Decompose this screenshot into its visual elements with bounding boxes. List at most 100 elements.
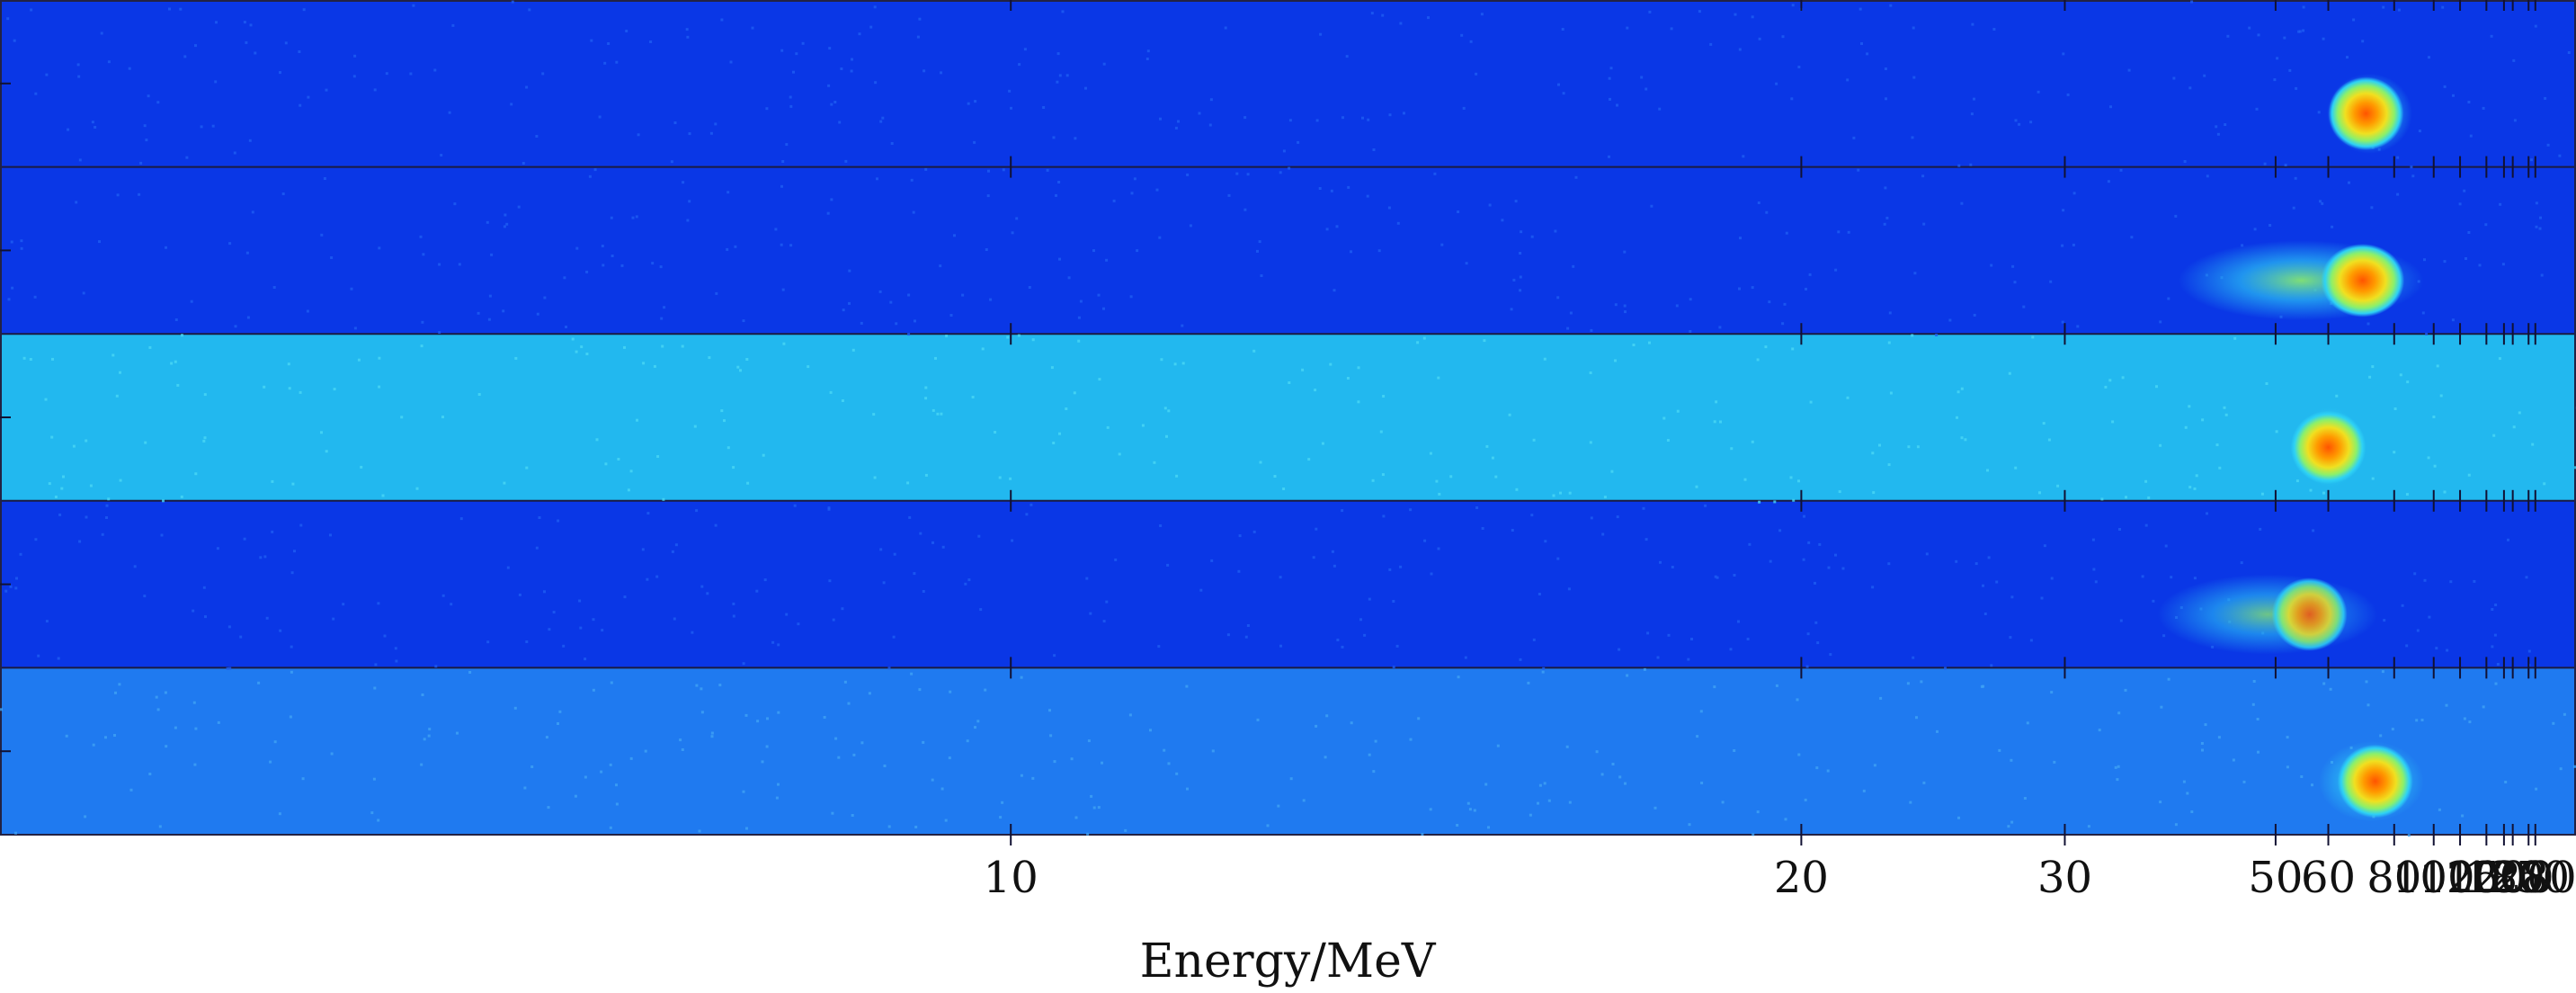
noise-dot <box>477 311 480 315</box>
noise-dot <box>585 270 589 273</box>
noise-dot <box>872 413 876 416</box>
noise-dot <box>438 331 441 335</box>
noise-dot <box>708 356 711 360</box>
noise-dot <box>525 85 529 89</box>
noise-dot <box>1590 328 1593 332</box>
noise-dot <box>1357 366 1360 370</box>
noise-dot <box>1416 341 1420 344</box>
noise-dot <box>1642 506 1645 510</box>
noise-dot <box>1090 794 1093 798</box>
noise-dot <box>2263 162 2267 166</box>
noise-dot <box>601 245 604 247</box>
noise-dot <box>20 239 23 243</box>
noise-dot <box>158 825 162 828</box>
noise-dot <box>1733 749 1736 752</box>
noise-dot <box>2206 512 2208 515</box>
noise-dot <box>2167 677 2170 681</box>
noise-dot <box>1070 757 1074 761</box>
noise-dot <box>1288 119 1292 122</box>
noise-dot <box>143 595 147 598</box>
noise-dot <box>2107 180 2110 183</box>
noise-dot <box>143 124 147 128</box>
noise-dot <box>2559 767 2563 771</box>
noise-dot <box>1031 338 1035 342</box>
noise-dot <box>113 734 116 737</box>
noise-dot <box>1173 362 1177 366</box>
noise-dot <box>1809 400 1813 404</box>
noise-dot <box>420 763 423 766</box>
noise-dot <box>441 416 444 419</box>
noise-dot <box>1159 524 1163 527</box>
noise-dot <box>1783 302 1787 306</box>
noise-dot <box>1388 113 1392 117</box>
noise-dot <box>2072 243 2075 246</box>
noise-dot <box>57 657 60 660</box>
noise-dot <box>623 345 626 349</box>
noise-dot <box>1601 532 1605 536</box>
noise-dot <box>1324 756 1327 759</box>
noise-dot <box>2029 639 2033 642</box>
noise-dot <box>325 88 328 92</box>
noise-dot <box>227 625 231 629</box>
noise-dot <box>1077 339 1081 343</box>
noise-dot <box>298 50 301 53</box>
noise-dot <box>155 695 158 699</box>
noise-dot <box>2009 636 2012 640</box>
noise-dot <box>2370 206 2374 210</box>
noise-dot <box>1974 562 1978 566</box>
noise-dot <box>1676 409 1680 413</box>
noise-dot <box>906 481 910 485</box>
noise-dot <box>2184 425 2188 429</box>
noise-dot <box>1209 98 1213 102</box>
noise-dot <box>1658 107 1662 111</box>
noise-dot <box>1944 666 1947 670</box>
noise-dot <box>370 811 374 815</box>
noise-dot <box>1960 436 1964 440</box>
noise-dot <box>1656 656 1660 659</box>
noise-dot <box>78 540 82 543</box>
noise-dot <box>306 309 309 313</box>
noise-dot <box>1031 776 1035 780</box>
noise-dot <box>419 235 423 238</box>
noise-dot <box>598 115 602 119</box>
noise-dot <box>1350 721 1353 725</box>
noise-dot <box>2530 158 2533 162</box>
noise-dot <box>777 643 780 647</box>
noise-dot <box>1557 83 1560 86</box>
noise-dot <box>2393 407 2397 410</box>
noise-dot <box>2421 311 2425 315</box>
noise-dot <box>1055 193 1057 197</box>
noise-dot <box>584 658 587 661</box>
noise-dot <box>2188 86 2192 90</box>
noise-dot <box>239 635 243 639</box>
noise-dot <box>451 23 455 27</box>
noise-dot <box>2275 430 2278 434</box>
noise-dot <box>744 713 748 717</box>
noise-dot <box>1129 295 1133 299</box>
noise-dot <box>30 8 33 12</box>
noise-dot <box>924 386 928 389</box>
noise-dot <box>907 293 911 297</box>
noise-dot <box>299 390 302 394</box>
noise-dot <box>1519 252 1522 255</box>
noise-dot <box>1163 407 1167 410</box>
noise-dot <box>1960 201 1964 205</box>
noise-dot <box>2492 434 2496 437</box>
noise-dot <box>2091 538 2095 541</box>
noise-dot <box>2159 320 2162 324</box>
noise-dot <box>1964 438 1967 442</box>
noise-dot <box>1751 286 1754 290</box>
noise-dot <box>1764 345 1768 349</box>
noise-dot <box>412 4 415 7</box>
noise-dot <box>1670 27 1673 31</box>
noise-dot <box>1149 729 1152 732</box>
noise-dot <box>2539 216 2542 219</box>
noise-dot <box>7 298 11 301</box>
noise-dot <box>2425 332 2429 335</box>
noise-dot <box>1603 496 1607 499</box>
noise-dot <box>785 143 789 147</box>
noise-dot <box>2379 734 2383 738</box>
noise-dot <box>1246 173 1250 176</box>
noise-dot <box>1846 396 1850 399</box>
noise-dot <box>578 599 582 603</box>
